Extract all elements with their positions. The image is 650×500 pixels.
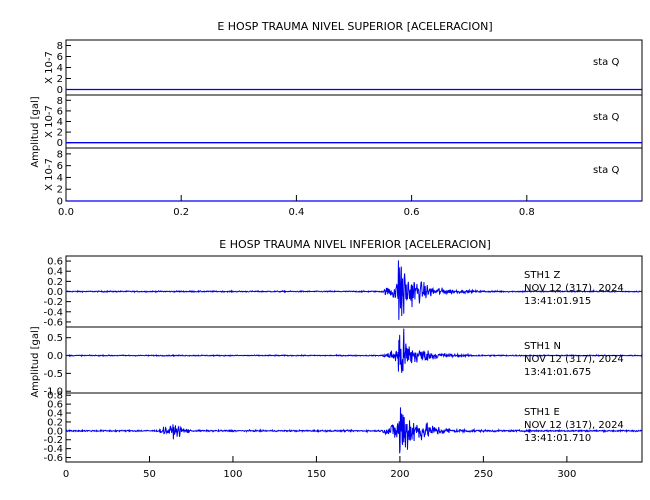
y-tick-label: 4 xyxy=(57,173,63,184)
channel-annotation: 13:41:01.675 xyxy=(524,367,591,378)
y-tick-label: 0 xyxy=(57,138,63,149)
bottom-panel-title: E HOSP TRAUMA NIVEL INFERIOR [ACELERACIO… xyxy=(219,238,490,251)
y-tick-label: 0.6 xyxy=(47,400,63,411)
y-tick-label: 6 xyxy=(57,161,63,172)
x-tick-label: 0.6 xyxy=(404,207,420,218)
y-tick-label: 0.2 xyxy=(47,417,63,428)
x-tick-label: 100 xyxy=(223,469,242,480)
y-tick-label: 0.4 xyxy=(47,409,63,420)
y-tick-label: 0 xyxy=(57,197,63,208)
x-tick-label: 150 xyxy=(307,469,326,480)
channel-annotation: sta Q xyxy=(593,57,619,68)
y-tick-label: 0.8 xyxy=(47,391,63,402)
channel-annotation: NOV 12 (317), 2024 xyxy=(524,420,624,431)
channel-annotation: 13:41:01.710 xyxy=(524,433,591,444)
trace-line xyxy=(65,260,643,320)
y-tick-label: -0.2 xyxy=(43,297,63,308)
x-tick-label: 200 xyxy=(390,469,409,480)
y-tick-label: 0 xyxy=(57,85,63,96)
channel-frame xyxy=(65,39,643,96)
channel-annotation: 13:41:01.915 xyxy=(524,296,591,307)
channel-annotation: NOV 12 (317), 2024 xyxy=(524,354,624,365)
y-tick-label: -0.2 xyxy=(43,435,63,446)
y-tick-label: -0.6 xyxy=(43,453,63,464)
top-panel-ylabel: Amplitud [gal] xyxy=(30,96,41,167)
channel-annotation: STH1 N xyxy=(524,341,561,352)
y-tick-label: 4 xyxy=(57,63,63,74)
scale-factor-label: X 10-7 xyxy=(44,158,55,191)
y-tick-label: 0.6 xyxy=(47,257,63,268)
channel-annotation: sta Q xyxy=(593,112,619,123)
x-tick-label: 250 xyxy=(474,469,493,480)
y-tick-label: -1.0 xyxy=(43,387,63,398)
x-tick-label: 50 xyxy=(143,469,156,480)
y-tick-label: 0.0 xyxy=(47,426,63,437)
channel-annotation: sta Q xyxy=(593,165,619,176)
x-tick-label: 0.8 xyxy=(519,207,535,218)
channel-annotation: STH1 E xyxy=(524,407,560,418)
y-tick-label: 0.4 xyxy=(47,267,63,278)
scale-factor-label: X 10-7 xyxy=(44,51,55,84)
y-tick-label: 2 xyxy=(57,185,63,196)
y-tick-label: 6 xyxy=(57,106,63,117)
y-tick-label: 8 xyxy=(57,149,63,160)
x-tick-label: 0 xyxy=(63,469,69,480)
y-tick-label: -0.4 xyxy=(43,307,63,318)
channel-annotation: NOV 12 (317), 2024 xyxy=(524,283,624,294)
y-tick-label: 8 xyxy=(57,96,63,107)
y-tick-label: 0.2 xyxy=(47,277,63,288)
y-tick-label: -0.6 xyxy=(43,317,63,328)
y-tick-label: -0.4 xyxy=(43,444,63,455)
y-tick-label: 2 xyxy=(57,128,63,139)
y-tick-label: 0.0 xyxy=(47,351,63,362)
channel-frame xyxy=(65,147,643,202)
x-tick-label: 0.0 xyxy=(58,207,74,218)
trace-line xyxy=(65,328,643,373)
bottom-panel-ylabel: Amplitud [gal] xyxy=(30,326,41,397)
y-tick-label: -0.5 xyxy=(43,369,63,380)
y-tick-label: 0.0 xyxy=(47,287,63,298)
channel-frame xyxy=(65,392,643,463)
trace-line xyxy=(65,407,643,454)
channel-annotation: STH1 Z xyxy=(524,270,561,281)
x-tick-label: 0.4 xyxy=(288,207,304,218)
y-tick-label: 2 xyxy=(57,74,63,85)
x-tick-label: 0.2 xyxy=(173,207,189,218)
scale-factor-label: X 10-7 xyxy=(44,105,55,138)
y-tick-label: 6 xyxy=(57,52,63,63)
x-tick-label: 300 xyxy=(557,469,576,480)
channel-frame xyxy=(65,94,643,149)
y-tick-label: 4 xyxy=(57,117,63,128)
y-tick-label: 0.5 xyxy=(47,333,63,344)
top-panel-title: E HOSP TRAUMA NIVEL SUPERIOR [ACELERACIO… xyxy=(217,20,492,33)
y-tick-label: 8 xyxy=(57,41,63,52)
